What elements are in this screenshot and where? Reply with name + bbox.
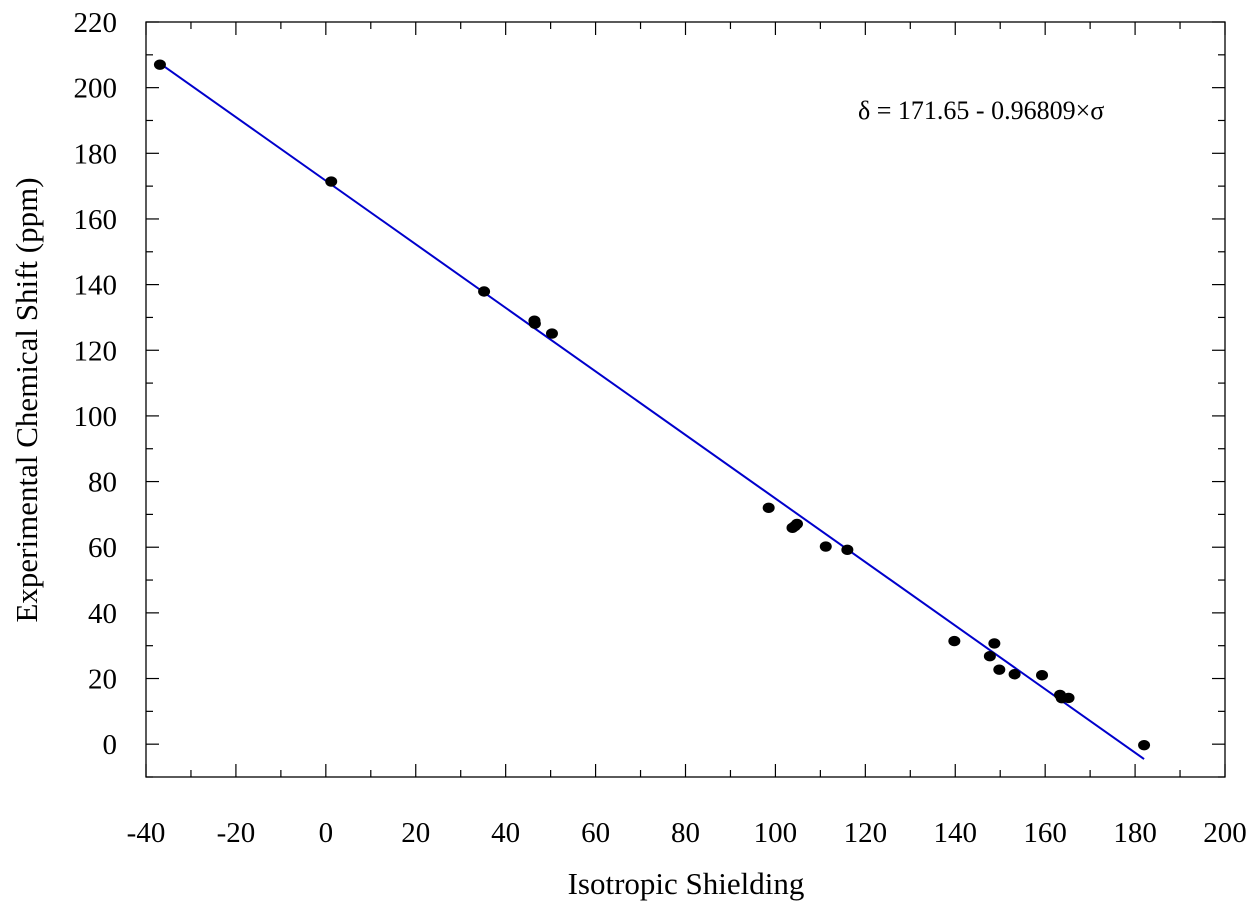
data-point	[478, 286, 491, 297]
x-axis-tick-labels: -40 -20 0 20 40 60 80 100 120 140 160 180 200	[127, 817, 1247, 849]
y-tick-label: 80	[88, 467, 117, 499]
x-tick-label: 160	[1023, 817, 1067, 849]
y-tick-label: 160	[74, 204, 118, 236]
x-axis-ticks	[145, 22, 1226, 777]
data-point	[983, 651, 996, 662]
data-point	[948, 635, 961, 647]
data-point	[993, 664, 1006, 675]
y-axis-tick-labels: 0 20 40 60 80 100 120 140 160 180 200 220	[74, 7, 118, 761]
data-point	[545, 328, 558, 339]
y-tick-label: 120	[74, 335, 118, 367]
data-point	[1008, 669, 1021, 680]
data-point	[1036, 670, 1049, 681]
plot-frame	[145, 21, 1226, 778]
y-tick-label: 220	[74, 7, 118, 39]
data-point	[1062, 692, 1075, 704]
data-point	[841, 544, 854, 556]
data-point	[528, 318, 541, 329]
data-point	[819, 541, 832, 552]
y-tick-label: 60	[88, 532, 117, 564]
data-points	[153, 59, 1151, 751]
y-tick-label: 0	[103, 729, 118, 761]
y-tick-label: 140	[74, 270, 118, 302]
x-tick-label: -40	[127, 817, 166, 849]
x-tick-label: 120	[844, 817, 888, 849]
data-point	[790, 518, 803, 530]
y-tick-label: 100	[74, 401, 118, 433]
x-tick-label: 180	[1113, 817, 1157, 849]
data-point	[988, 638, 1001, 649]
x-tick-label: 40	[491, 817, 520, 849]
data-point	[1138, 739, 1151, 751]
x-tick-label: 60	[581, 817, 610, 849]
regression-line	[159, 62, 1145, 760]
y-tick-label: 200	[74, 73, 118, 105]
x-tick-label: 200	[1203, 817, 1247, 849]
y-tick-label: 180	[74, 138, 118, 170]
x-tick-label: 20	[401, 817, 430, 849]
y-tick-label: 20	[88, 664, 117, 696]
x-tick-label: 80	[671, 817, 700, 849]
x-tick-label: 0	[319, 817, 334, 849]
fit-equation: δ = 171.65 - 0.96809×σ	[858, 96, 1104, 125]
data-point	[762, 502, 775, 514]
data-point	[325, 176, 338, 187]
y-axis-title: Experimental Chemical Shift (ppm)	[9, 177, 44, 622]
x-tick-label: 140	[934, 817, 978, 849]
y-axis-ticks	[146, 21, 1225, 778]
x-tick-label: -20	[217, 817, 256, 849]
y-tick-label: 40	[88, 598, 117, 630]
data-point	[153, 59, 166, 70]
x-tick-label: 100	[754, 817, 798, 849]
x-axis-title: Isotropic Shielding	[568, 866, 805, 901]
